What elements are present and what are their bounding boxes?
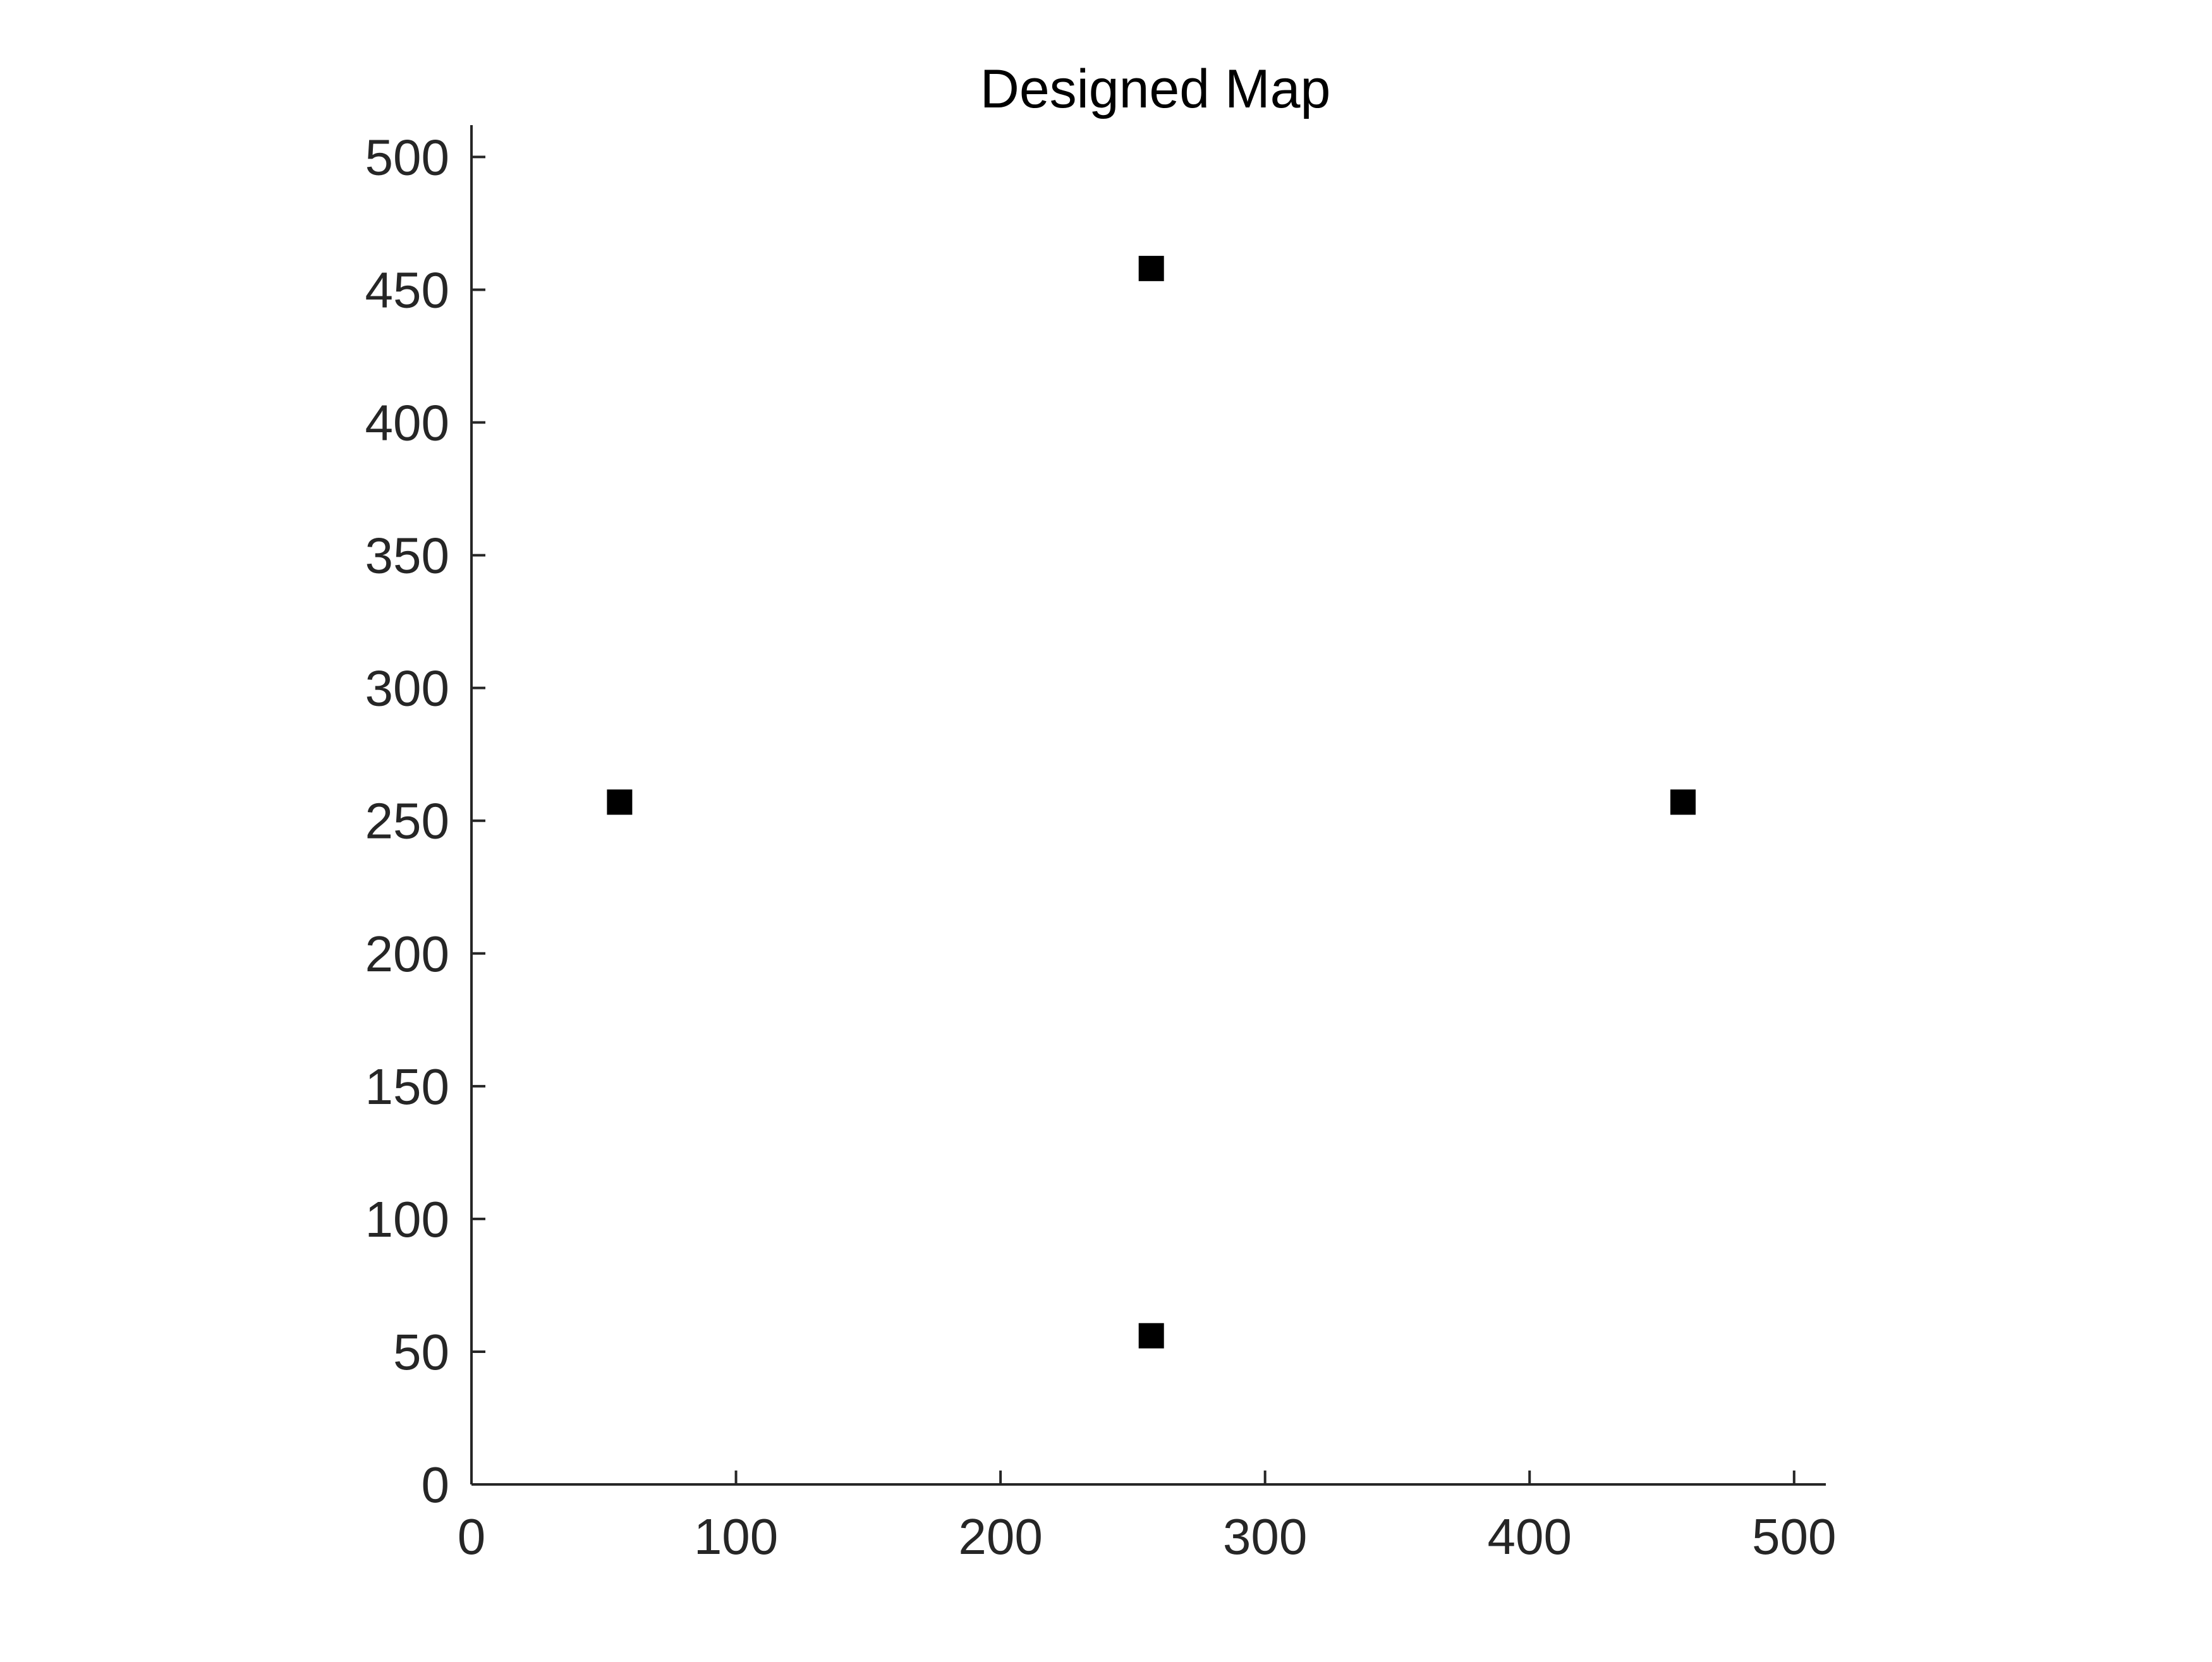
y-tick-label: 0 — [422, 1457, 450, 1513]
y-tick-label: 100 — [365, 1191, 449, 1247]
x-tick-label: 200 — [958, 1508, 1042, 1565]
data-point-marker — [1138, 1323, 1164, 1349]
y-tick-label: 500 — [365, 129, 449, 185]
y-tick-label: 300 — [365, 660, 449, 717]
x-axis-ticks: 0 100 200 300 400 500 — [458, 1471, 1837, 1565]
axes — [470, 125, 1826, 1486]
y-tick-label: 350 — [365, 528, 449, 584]
data-points — [607, 255, 1696, 1349]
x-tick-label: 400 — [1487, 1508, 1571, 1565]
y-tick-label: 400 — [365, 395, 449, 451]
y-tick-label: 450 — [365, 262, 449, 318]
data-point-marker — [1670, 789, 1696, 815]
data-point-marker — [1138, 255, 1164, 281]
y-tick-label: 250 — [365, 793, 449, 849]
y-axis-ticks: 0 50 100 150 200 250 300 350 400 450 500 — [365, 129, 485, 1513]
y-tick-label: 50 — [393, 1324, 449, 1380]
x-tick-label: 0 — [458, 1508, 486, 1565]
chart-title: Designed Map — [980, 59, 1331, 119]
x-tick-label: 500 — [1752, 1508, 1836, 1565]
y-tick-label: 150 — [365, 1058, 449, 1115]
y-tick-label: 200 — [365, 926, 449, 982]
x-tick-label: 300 — [1223, 1508, 1307, 1565]
data-point-marker — [607, 789, 633, 815]
x-tick-label: 100 — [694, 1508, 778, 1565]
